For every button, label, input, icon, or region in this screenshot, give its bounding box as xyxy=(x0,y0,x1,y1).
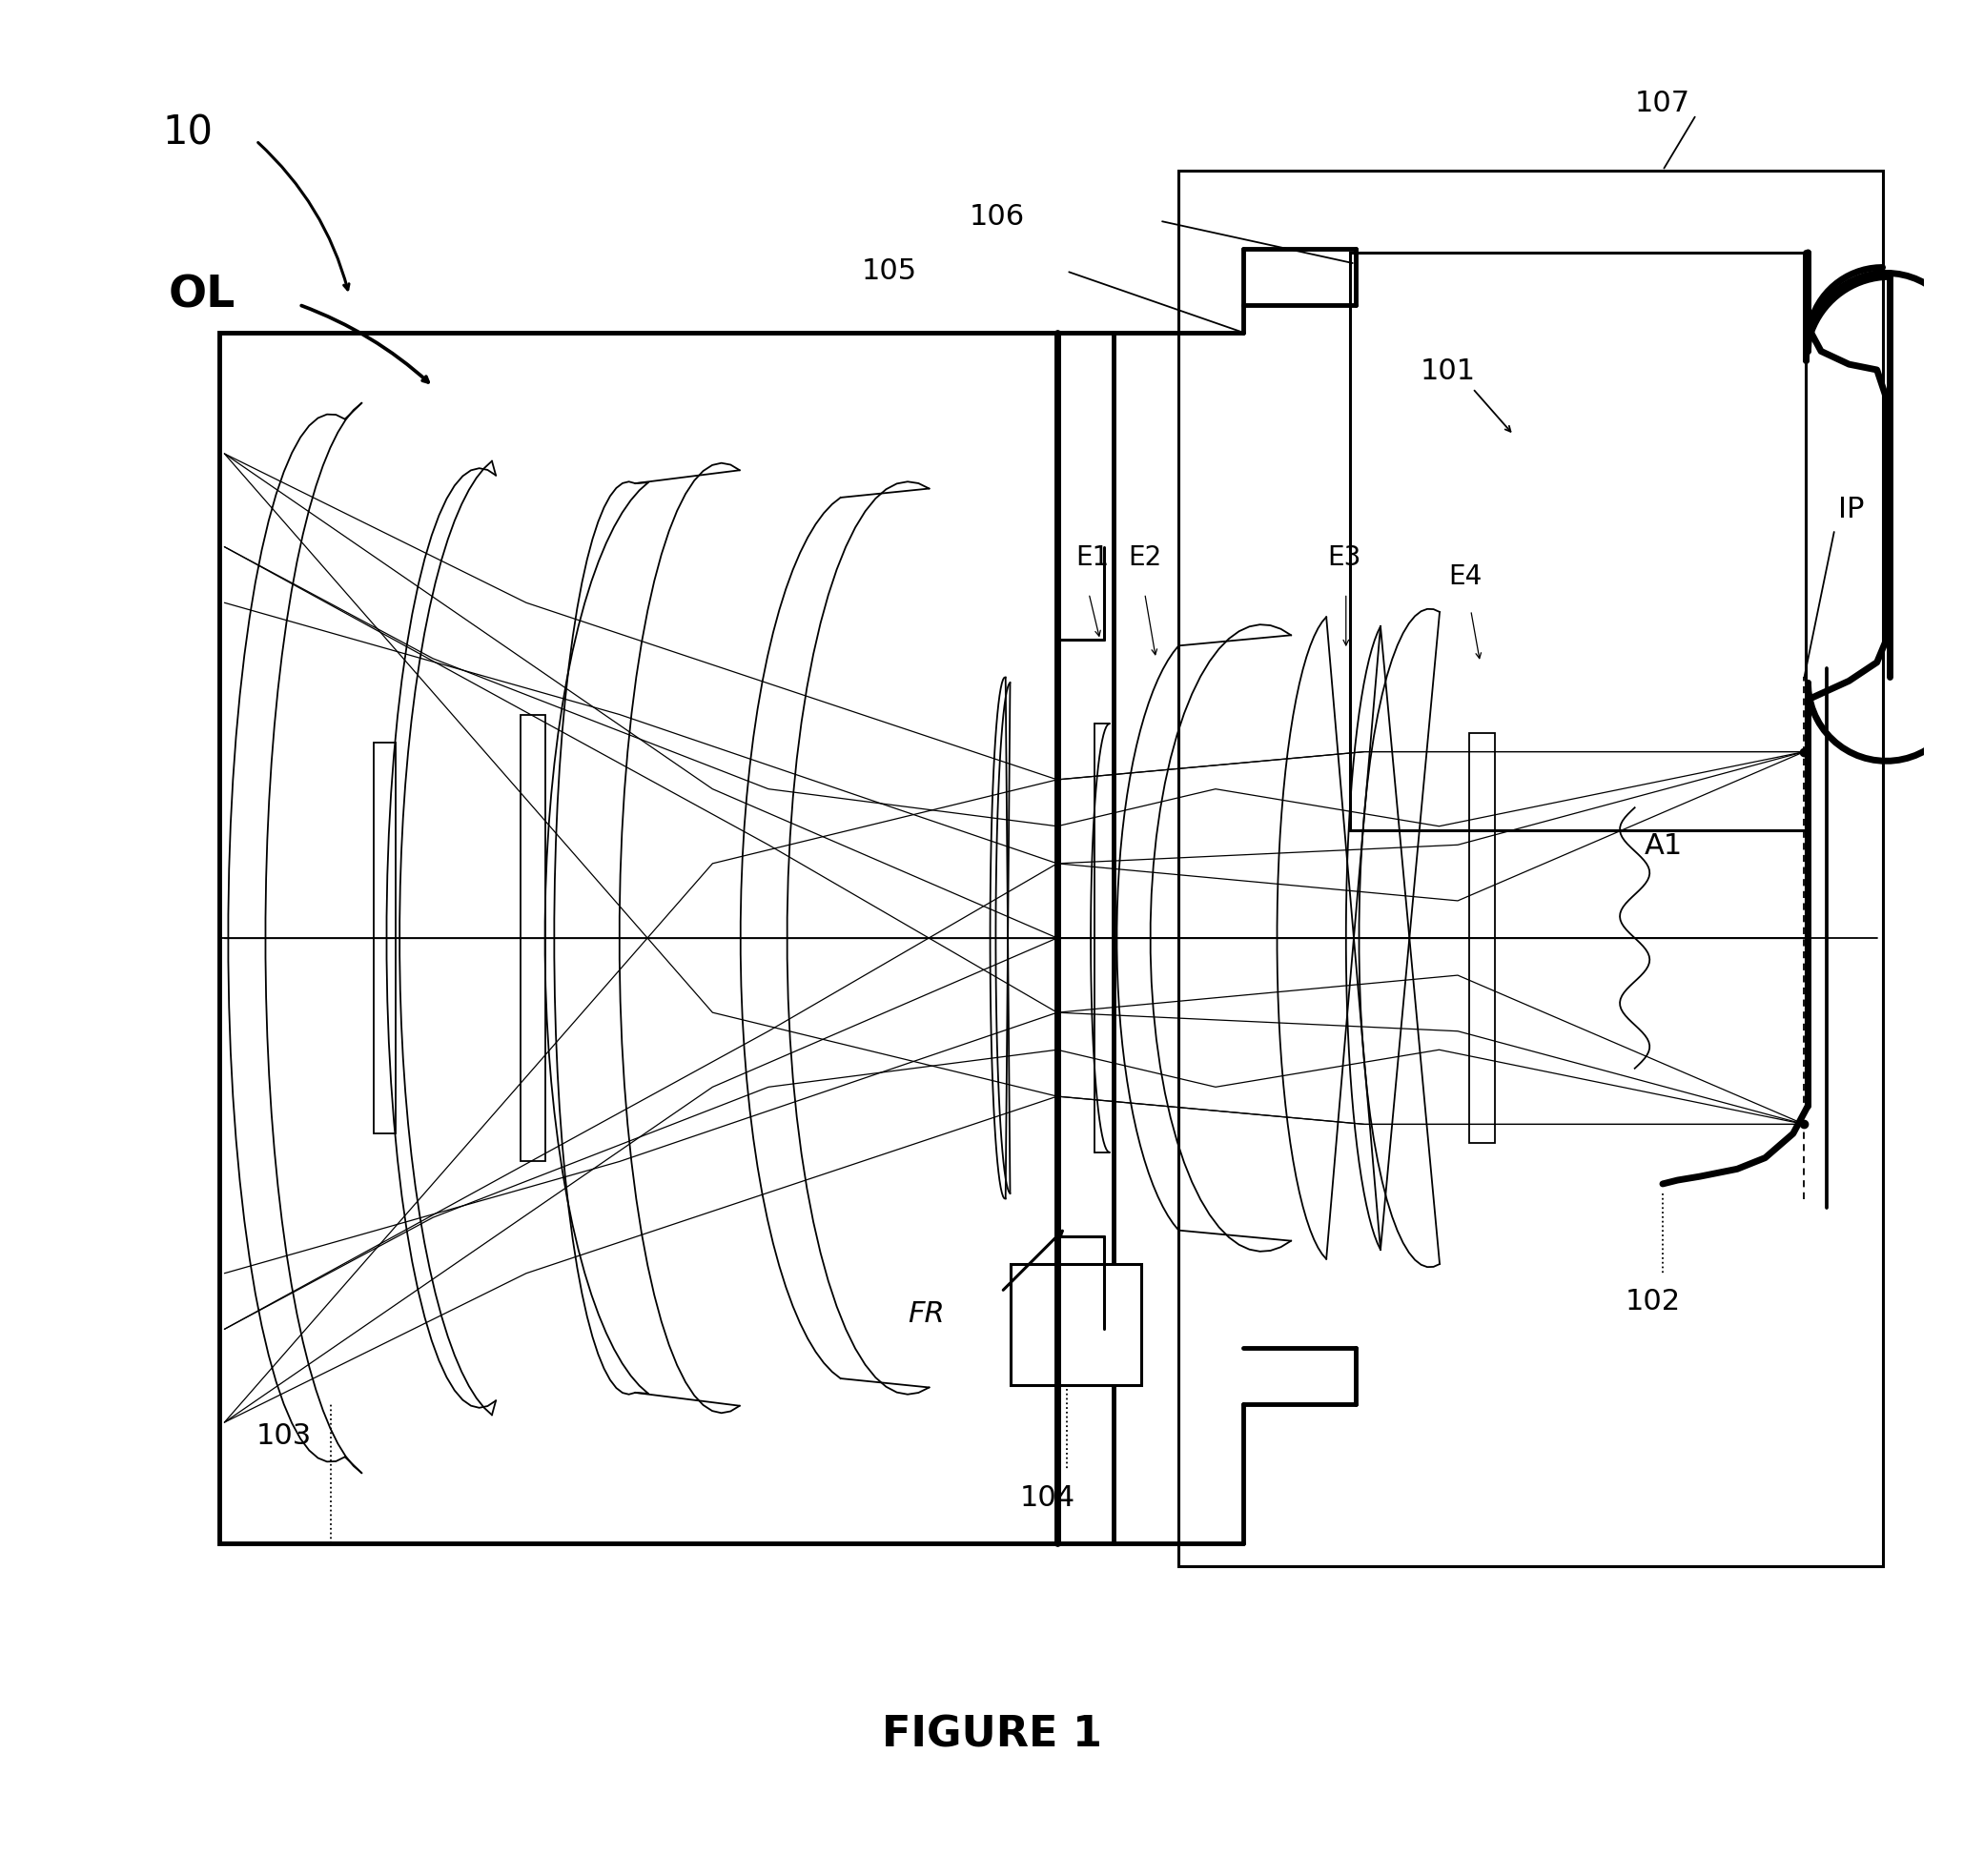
Bar xyxy=(520,715,546,1161)
Text: IP: IP xyxy=(1837,495,1863,523)
Text: E3: E3 xyxy=(1327,544,1361,570)
Bar xyxy=(218,332,1113,1544)
Text: FR: FR xyxy=(909,1300,944,1328)
Text: 106: 106 xyxy=(970,203,1026,231)
Bar xyxy=(1178,171,1883,1566)
Text: E2: E2 xyxy=(1129,544,1161,570)
Text: 102: 102 xyxy=(1625,1289,1680,1315)
Bar xyxy=(1468,734,1496,1142)
Text: 103: 103 xyxy=(256,1422,311,1450)
Bar xyxy=(373,743,397,1133)
Text: 101: 101 xyxy=(1421,356,1476,385)
Text: A1: A1 xyxy=(1645,833,1682,859)
Bar xyxy=(1010,1264,1141,1384)
Text: OL: OL xyxy=(169,274,236,317)
Text: E1: E1 xyxy=(1075,544,1109,570)
Text: FIGURE 1: FIGURE 1 xyxy=(881,1715,1103,1756)
Text: 104: 104 xyxy=(1020,1484,1075,1512)
Bar xyxy=(1349,253,1805,829)
Text: 105: 105 xyxy=(861,257,917,285)
Text: 10: 10 xyxy=(163,113,214,154)
Text: 107: 107 xyxy=(1635,90,1690,118)
Text: E4: E4 xyxy=(1448,563,1482,589)
